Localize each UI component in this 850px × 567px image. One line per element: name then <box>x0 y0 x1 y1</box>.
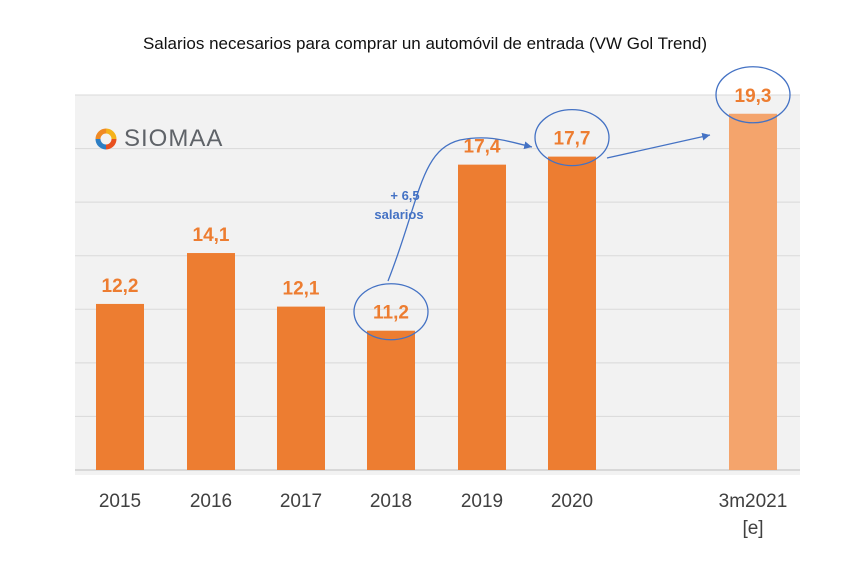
x-tick-label: 2018 <box>370 491 412 512</box>
highlight-circles <box>353 66 791 341</box>
x-tick-labels: 2015 2016 2017 2018 2019 2020 3m2021 [e] <box>99 491 787 539</box>
bar <box>458 164 506 470</box>
value-label: 12,1 <box>283 279 320 300</box>
value-label: 19,3 <box>735 86 772 107</box>
annotation-line1: + 6,5 <box>390 188 419 203</box>
value-label: 12,2 <box>102 276 139 297</box>
value-label: 17,7 <box>554 129 591 150</box>
x-tick-label: 2017 <box>280 491 322 512</box>
bar <box>277 306 325 470</box>
bar <box>96 303 144 470</box>
highlight-circle <box>353 283 429 341</box>
chart-title: Salarios necesarios para comprar un auto… <box>142 34 708 53</box>
x-tick-label: [e] <box>742 518 763 539</box>
x-tick-label: 2015 <box>99 491 141 512</box>
logo-text: SIOMAA <box>124 125 224 152</box>
highlight-circle <box>534 108 610 167</box>
siomaa-logo-icon <box>95 128 117 150</box>
value-labels: 12,2 14,1 12,1 11,2 17,4 17,7 19,3 <box>102 86 772 324</box>
annotation-arrow <box>387 137 533 282</box>
highlight-circle <box>715 66 791 124</box>
bars <box>96 113 777 470</box>
value-label: 11,2 <box>373 303 409 324</box>
siomaa-logo: SIOMAA <box>94 125 223 153</box>
gridlines <box>75 94 800 471</box>
trend-arrow <box>606 132 711 159</box>
value-label: 14,1 <box>193 225 230 246</box>
x-tick-label: 2016 <box>190 491 232 512</box>
bar <box>367 330 415 470</box>
x-tick-label: 2020 <box>551 491 593 512</box>
bar <box>729 113 777 470</box>
x-tick-label: 2019 <box>461 491 503 512</box>
bar <box>187 253 235 470</box>
value-label: 17,4 <box>464 137 501 158</box>
bar <box>548 156 596 470</box>
x-tick-label: 3m2021 <box>719 491 788 512</box>
annotation-line2: salarios <box>374 207 423 222</box>
